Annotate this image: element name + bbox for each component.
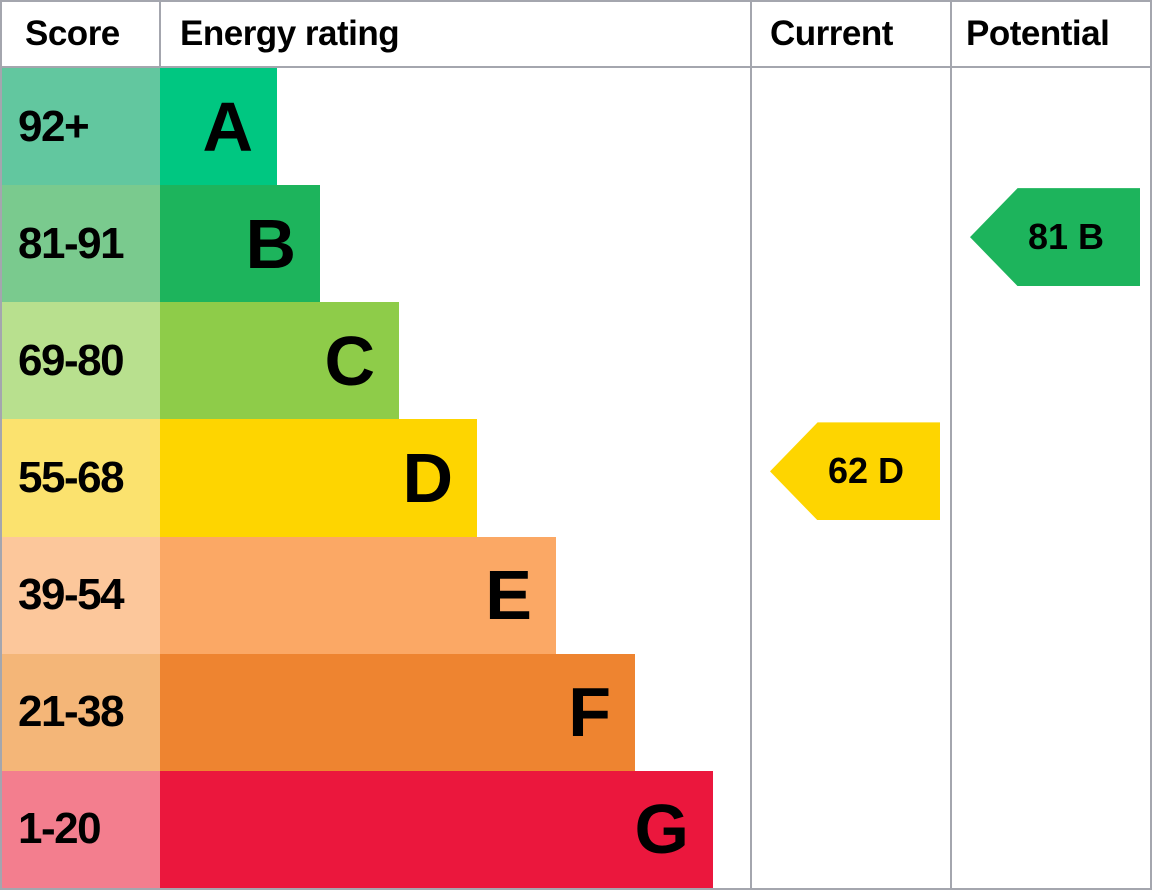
score-range-f: 21-38 xyxy=(2,653,160,771)
epc-band-row-g: 1-20 G xyxy=(2,770,1150,888)
divider-potential-column xyxy=(950,2,952,888)
rating-letter-g: G xyxy=(634,790,689,869)
rating-letter-b: B xyxy=(245,204,296,283)
potential-rating-label: 81 B xyxy=(1027,216,1105,258)
epc-header-row: Score Energy rating Current Potential xyxy=(2,2,1150,68)
epc-band-row-f: 21-38 F xyxy=(2,653,1150,771)
current-rating-label: 62 D xyxy=(827,450,905,492)
rating-bar-f: F xyxy=(160,653,635,771)
rating-bar-g: G xyxy=(160,770,713,888)
rating-bar-b: B xyxy=(160,185,320,303)
epc-band-row-a: 92+ A xyxy=(2,68,1150,186)
score-range-a: 92+ xyxy=(2,68,160,186)
header-energy-rating: Energy rating xyxy=(180,14,400,53)
rating-letter-d: D xyxy=(402,438,453,517)
rating-bar-c: C xyxy=(160,302,399,420)
epc-band-row-d: 55-68 D xyxy=(2,419,1150,537)
epc-band-row-e: 39-54 E xyxy=(2,536,1150,654)
rating-letter-f: F xyxy=(568,673,611,752)
divider-current-column xyxy=(750,2,752,888)
score-range-e: 39-54 xyxy=(2,536,160,654)
rating-bar-e: E xyxy=(160,536,556,654)
epc-band-row-c: 69-80 C xyxy=(2,302,1150,420)
header-score: Score xyxy=(25,14,120,53)
header-current: Current xyxy=(770,14,893,53)
epc-band-rows: 92+ A 81-91 B 69-80 C 55-68 D 39-54 E 21-38 F 1-20 G xyxy=(2,68,1150,888)
rating-bar-d: D xyxy=(160,419,477,537)
rating-letter-e: E xyxy=(485,556,532,635)
score-range-c: 69-80 xyxy=(2,302,160,420)
divider-score-column xyxy=(159,2,161,66)
header-potential: Potential xyxy=(966,14,1110,53)
epc-band-row-b: 81-91 B xyxy=(2,185,1150,303)
score-range-d: 55-68 xyxy=(2,419,160,537)
rating-bar-a: A xyxy=(160,68,277,186)
score-range-b: 81-91 xyxy=(2,185,160,303)
rating-letter-a: A xyxy=(202,87,253,166)
score-range-g: 1-20 xyxy=(2,770,160,888)
rating-letter-c: C xyxy=(324,321,375,400)
